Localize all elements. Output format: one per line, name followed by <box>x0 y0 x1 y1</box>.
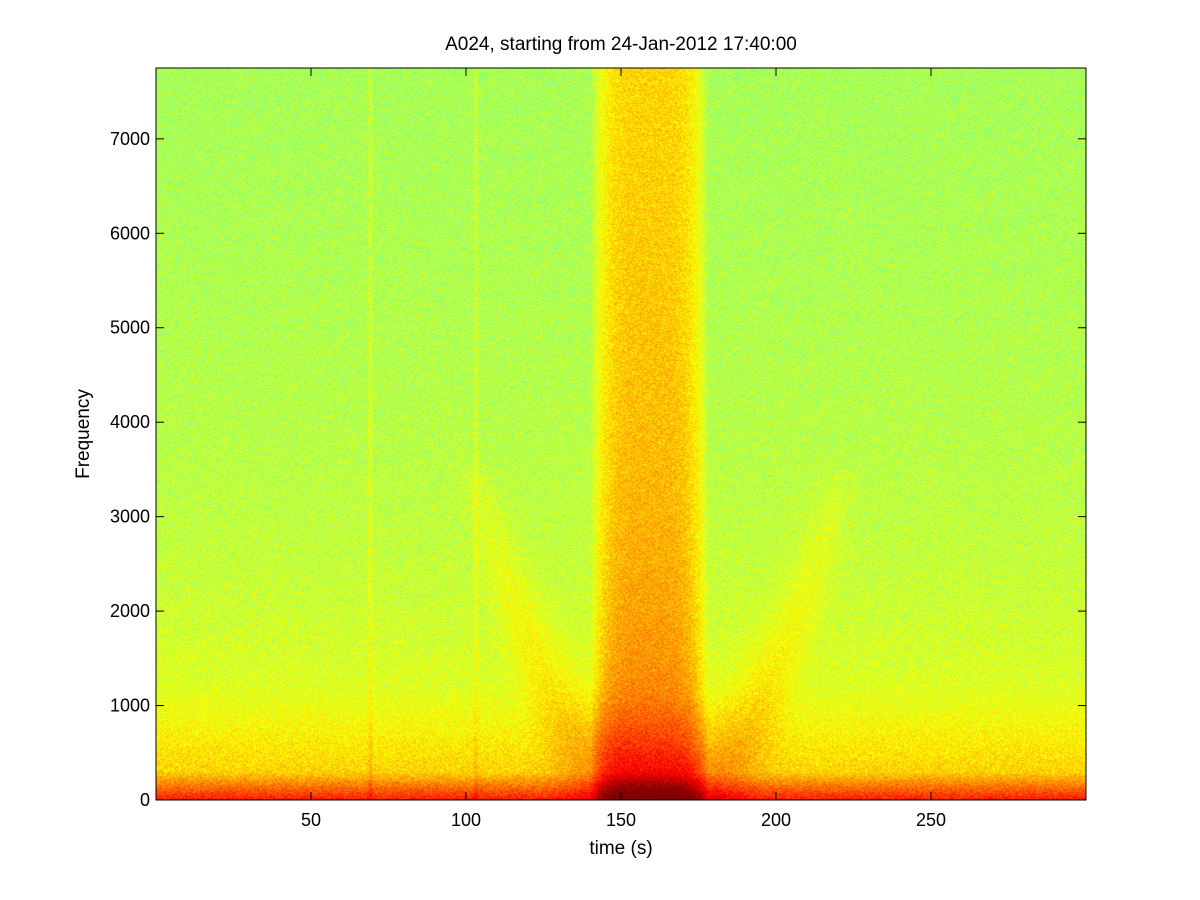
x-axis-label: time (s) <box>589 838 652 859</box>
y-tick-label: 2000 <box>110 601 150 621</box>
x-tick-label: 150 <box>606 810 636 830</box>
x-tick-label: 100 <box>451 810 481 830</box>
y-tick-label: 4000 <box>110 412 150 432</box>
y-tick-label: 7000 <box>110 129 150 149</box>
y-tick-label: 6000 <box>110 223 150 243</box>
y-tick-label: 5000 <box>110 318 150 338</box>
x-tick-label: 250 <box>916 810 946 830</box>
y-tick-label: 3000 <box>110 507 150 527</box>
x-axis: 50 100 150 200 250 <box>301 68 946 830</box>
y-axis-label: Frequency <box>73 389 94 479</box>
y-axis: 0 1000 2000 3000 4000 5000 6000 7000 <box>110 129 1086 810</box>
x-tick-label: 200 <box>761 810 791 830</box>
chart-title: A024, starting from 24-Jan-2012 17:40:00 <box>445 34 797 55</box>
x-tick-label: 50 <box>301 810 321 830</box>
plot-area <box>155 67 1087 801</box>
y-tick-label: 1000 <box>110 696 150 716</box>
y-tick-label: 0 <box>140 790 150 810</box>
spectrogram-canvas <box>156 68 1086 800</box>
spectrogram-image <box>156 68 1086 800</box>
